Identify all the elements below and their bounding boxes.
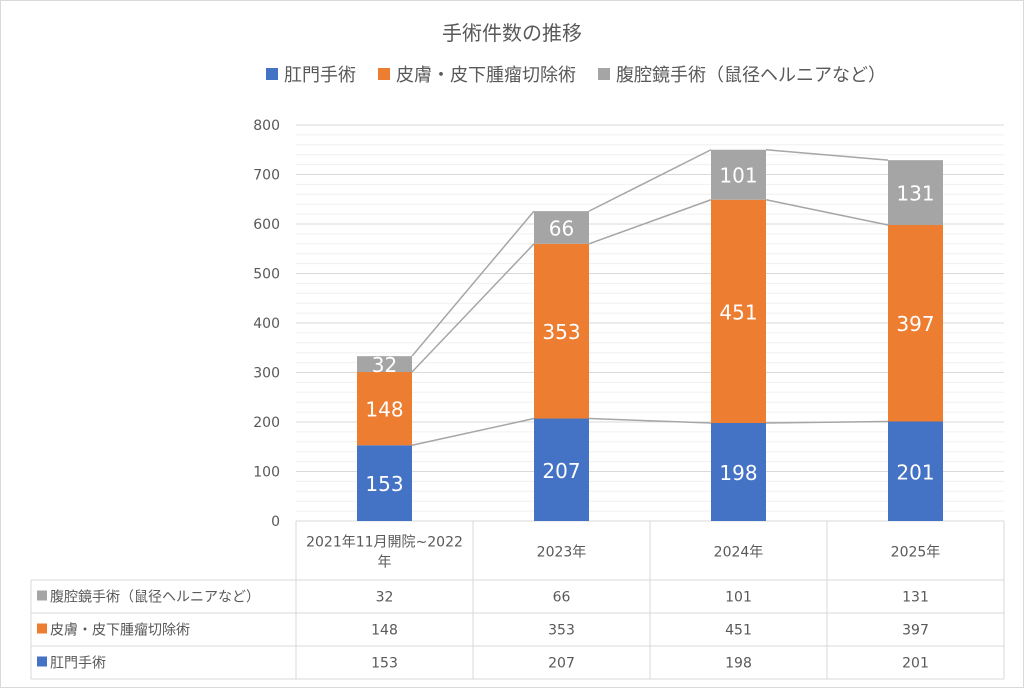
legend-swatch [598, 68, 610, 80]
bar-segment [534, 243, 589, 419]
series-line [765, 420, 889, 424]
data-label: 148 [365, 398, 403, 422]
table-cell: 451 [725, 623, 752, 639]
y-tick-label: 600 [253, 217, 280, 233]
data-label: 207 [542, 459, 580, 483]
legend: 肛門手術 皮膚・皮下腫瘤切除術 腹腔鏡手術（鼠径ヘルニアなど） [266, 65, 886, 86]
table-cell: 353 [548, 623, 575, 639]
data-label: 198 [719, 461, 757, 485]
data-label: 153 [365, 472, 403, 496]
table-row-label: 腹腔鏡手術（鼠径ヘルニアなど） [50, 589, 260, 606]
series-line [411, 243, 535, 373]
x-category-label: 2024年 [714, 545, 764, 561]
table-cell: 201 [902, 656, 929, 672]
series-line [411, 417, 535, 446]
series-line [588, 149, 712, 212]
y-tick-label: 200 [253, 415, 280, 431]
table-legend-key [37, 623, 47, 634]
data-label: 131 [896, 182, 934, 206]
data-label: 451 [719, 300, 757, 324]
y-axis: 0 100 200 300 400 500 600 700 800 [253, 118, 280, 530]
legend-label: 腹腔鏡手術（鼠径ヘルニアなど） [616, 65, 886, 86]
bar-segment [888, 224, 943, 422]
bar-segment [534, 211, 589, 244]
table-cell: 207 [548, 656, 575, 672]
series-line [588, 417, 712, 424]
series-line [411, 210, 535, 357]
legend-swatch [266, 68, 278, 80]
data-label: 353 [542, 320, 580, 344]
data-label: 101 [719, 164, 757, 188]
table-cell: 66 [553, 590, 571, 606]
series-line [765, 199, 889, 226]
legend-item: 腹腔鏡手術（鼠径ヘルニアなど） [598, 65, 886, 86]
table-cell: 397 [902, 623, 929, 639]
bar-segment [711, 149, 766, 200]
data-table: 2021年11月開院~2022 年 2023年 2024年 2025年腹腔鏡手術（鼠径ヘ… [30, 521, 1005, 680]
table-cell: 148 [371, 623, 398, 639]
bar-segment [357, 445, 412, 521]
data-label: 397 [896, 312, 934, 336]
series-lines [411, 149, 889, 446]
legend-swatch [378, 68, 390, 80]
series-line [765, 149, 889, 161]
x-category-label: 年 [378, 555, 392, 571]
table-row-label: 皮膚・皮下腫瘤切除術 [50, 622, 190, 639]
data-label: 66 [549, 216, 574, 240]
data-label: 32 [372, 353, 397, 377]
table-row-label: 肛門手術 [50, 656, 106, 672]
x-category-label: 2023年 [537, 545, 587, 561]
data-label: 201 [896, 460, 934, 484]
bars: 153 148 32 207 353 66 198 451 101 201 397 131 [357, 149, 943, 521]
table-legend-key [37, 656, 47, 667]
table-cell: 153 [371, 656, 398, 672]
y-tick-label: 0 [271, 514, 280, 530]
table-cell: 131 [902, 590, 929, 606]
bar-segment [357, 372, 412, 446]
table-cell: 32 [376, 590, 394, 606]
y-tick-label: 300 [253, 366, 280, 382]
table-cell: 198 [725, 656, 752, 672]
legend-label: 皮膚・皮下腫瘤切除術 [396, 65, 576, 86]
table-cell: 101 [725, 590, 752, 606]
bar-segment [711, 199, 766, 423]
table-legend-key [37, 590, 47, 601]
x-category-label: 2021年11月開院~2022 [306, 535, 463, 551]
series-line [588, 199, 712, 245]
legend-item: 肛門手術 [266, 65, 356, 86]
y-tick-label: 800 [253, 118, 280, 134]
y-tick-label: 400 [253, 316, 280, 332]
bar-segment [534, 418, 589, 521]
y-tick-label: 700 [253, 168, 280, 184]
bar-segment [888, 160, 943, 225]
legend-item: 皮膚・皮下腫瘤切除術 [378, 65, 576, 86]
y-tick-label: 100 [253, 465, 280, 481]
y-tick-label: 500 [253, 267, 280, 283]
x-category-label: 2025年 [891, 545, 941, 561]
bar-segment [357, 356, 412, 373]
bar-segment [711, 422, 766, 521]
gridlines [296, 124, 1004, 522]
bar-segment [888, 421, 943, 521]
legend-label: 肛門手術 [284, 65, 356, 86]
chart-title: 手術件数の推移 [442, 21, 582, 45]
